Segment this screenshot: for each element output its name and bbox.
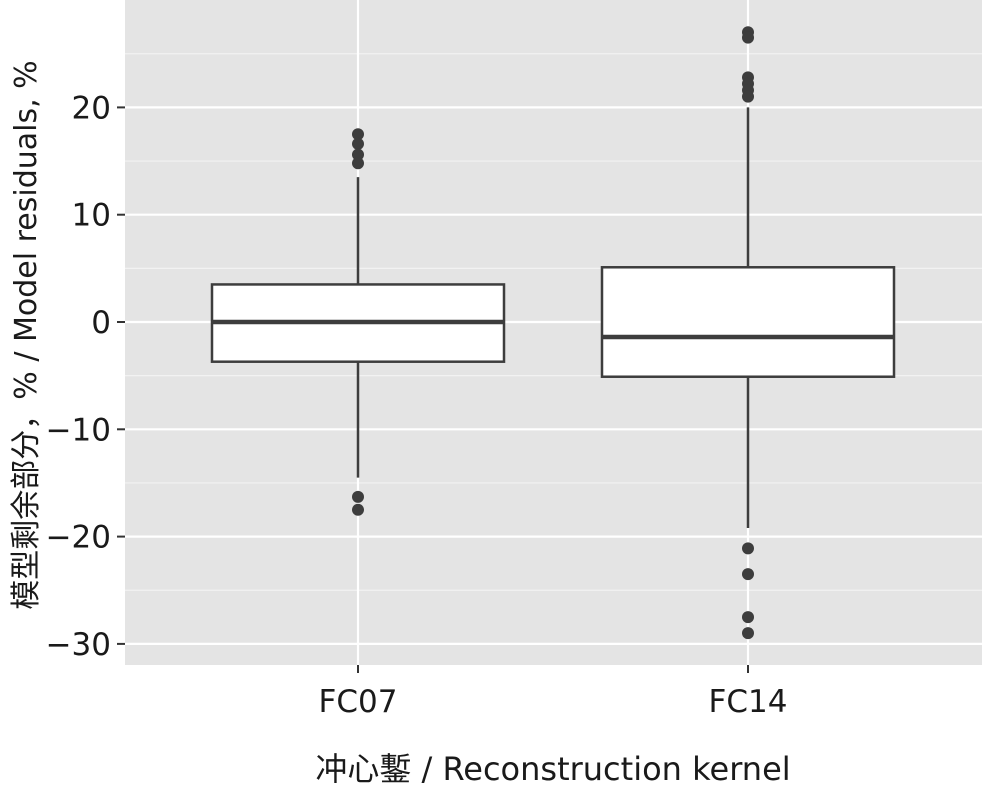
outlier-point (742, 542, 754, 555)
x-tick-label: FC07 (319, 684, 398, 720)
outlier-point (742, 31, 754, 44)
outlier-point (352, 157, 364, 170)
y-tick-label: 0 (91, 305, 111, 341)
iqr-box (600, 266, 896, 378)
outlier-point (352, 137, 364, 150)
outlier-point (352, 128, 364, 141)
x-tick-label: FC14 (709, 684, 788, 720)
x-axis-label: 冲心鏨 / Reconstruction kernel (315, 750, 790, 788)
outlier-point (742, 611, 754, 624)
outlier-point (352, 503, 364, 516)
y-tick-label: −30 (46, 627, 111, 663)
y-axis-label: 模型剩余部分，% / Model residuals, % (9, 60, 44, 609)
outlier-point (352, 490, 364, 503)
y-tick-label: −20 (46, 520, 111, 556)
axes-layer: 20 10 0 −10 −20 −30 FC07 FC14 (46, 90, 788, 720)
outlier-point (352, 148, 364, 161)
outlier-point (742, 90, 754, 103)
y-tick-label: 10 (72, 198, 111, 234)
outlier-point (742, 568, 754, 581)
y-tick-label: 20 (72, 90, 111, 126)
outlier-point (742, 627, 754, 640)
y-tick-label: −10 (46, 412, 111, 448)
boxes-layer (210, 26, 896, 640)
